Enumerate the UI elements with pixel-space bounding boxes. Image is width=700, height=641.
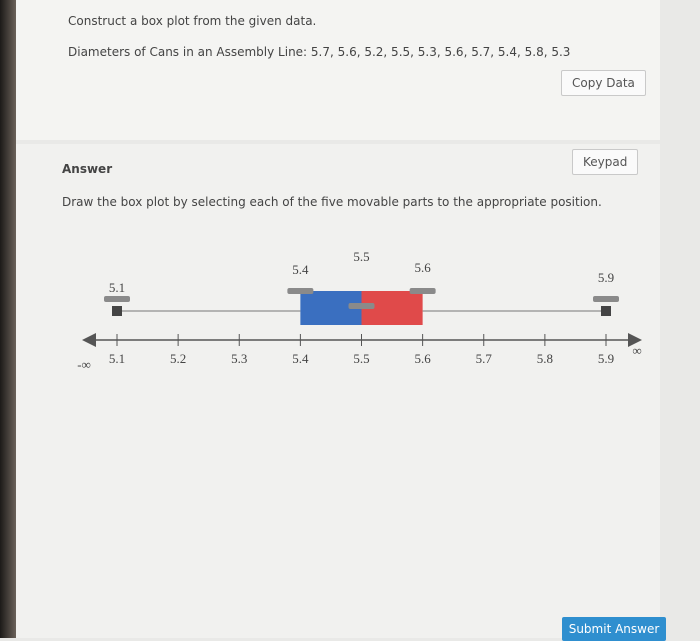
answer-heading: Answer <box>62 162 113 176</box>
handle-label: 5.5 <box>353 249 369 264</box>
tick-label: 5.2 <box>170 351 186 366</box>
tick-label: 5.3 <box>231 351 247 366</box>
tick-label: 5.4 <box>292 351 309 366</box>
whisker-end <box>112 306 122 316</box>
right-arrow <box>628 333 642 347</box>
handle-label: 5.9 <box>598 270 614 285</box>
whisker-end <box>601 306 611 316</box>
handle-label: 5.4 <box>292 262 309 277</box>
handle-grip <box>104 296 130 302</box>
copy-data-button[interactable]: Copy Data <box>561 70 646 96</box>
keypad-button[interactable]: Keypad <box>572 149 639 175</box>
handle-grip <box>348 303 375 309</box>
question-data: Diameters of Cans in an Assembly Line: 5… <box>68 45 571 59</box>
handle-grip <box>409 288 436 294</box>
question-instruction: Construct a box plot from the given data… <box>68 14 317 28</box>
submit-button[interactable]: Submit Answer <box>562 617 666 641</box>
tick-label: 5.8 <box>537 351 553 366</box>
neg-infinity-label: -∞ <box>77 357 91 372</box>
pos-infinity-label: ∞ <box>632 343 641 358</box>
tick-label: 5.7 <box>476 351 493 366</box>
tick-label: 5.1 <box>109 351 125 366</box>
answer-panel <box>16 144 660 638</box>
handle-grip <box>287 288 314 294</box>
photo-edge <box>0 0 16 638</box>
left-arrow <box>82 333 96 347</box>
question-panel <box>16 0 660 140</box>
tick-label: 5.9 <box>598 351 614 366</box>
handle-grip <box>593 296 619 302</box>
handle-label: 5.6 <box>415 260 432 275</box>
tick-label: 5.6 <box>415 351 432 366</box>
handle-label: 5.1 <box>109 280 125 295</box>
answer-instruction: Draw the box plot by selecting each of t… <box>62 195 602 209</box>
tick-label: 5.5 <box>353 351 369 366</box>
